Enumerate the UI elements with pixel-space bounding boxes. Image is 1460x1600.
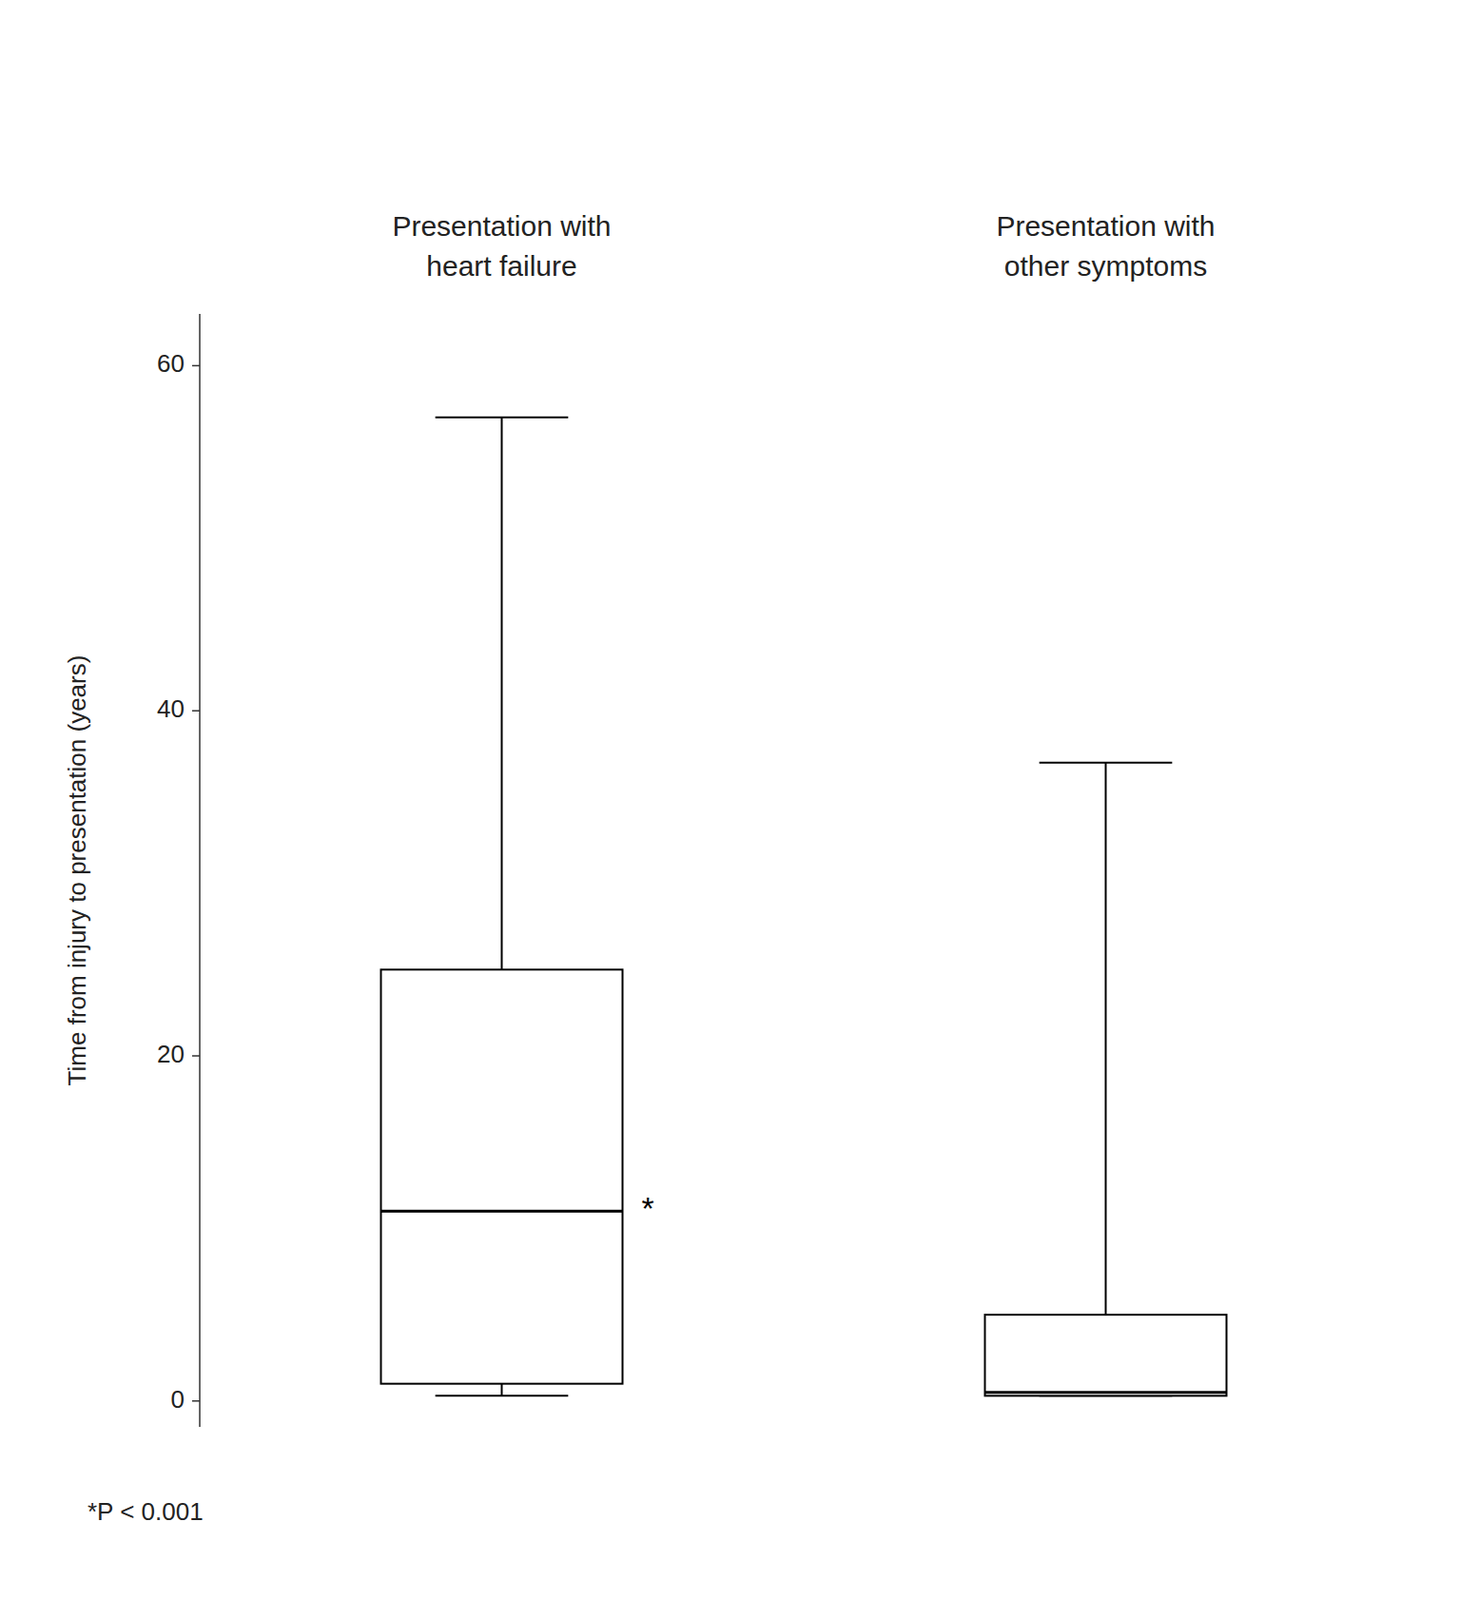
y-tick-label: 20: [156, 1039, 185, 1069]
median-line: [985, 1390, 1227, 1394]
y-tick: [192, 1054, 200, 1057]
y-tick: [192, 1400, 200, 1402]
lower-cap: [435, 1394, 569, 1397]
category-label-line: heart failure: [426, 250, 577, 282]
upper-whisker: [1105, 762, 1108, 1315]
box: [381, 969, 623, 1383]
y-tick-label: 60: [156, 349, 185, 378]
upper-whisker: [501, 417, 504, 970]
y-axis-label: Time from injury to presentation (years): [62, 655, 92, 1087]
category-label-line: Presentation with: [391, 210, 611, 242]
annotation: *: [642, 1189, 655, 1227]
upper-cap: [435, 416, 569, 419]
y-tick-label: 0: [171, 1384, 185, 1414]
category-label-line: other symptoms: [1004, 250, 1207, 282]
y-axis-line: [198, 313, 201, 1427]
lower-whisker: [501, 1383, 504, 1397]
y-tick: [192, 365, 200, 368]
y-tick: [192, 709, 200, 712]
chart: 0 20 40 60 Time from injury to presentation …: [0, 0, 1460, 1600]
y-tick-label: 40: [156, 694, 185, 723]
category-label: Presentation with heart failure: [391, 210, 611, 282]
box: [985, 1314, 1227, 1396]
median-line: [381, 1209, 623, 1213]
upper-cap: [1039, 761, 1173, 764]
category-label-line: Presentation with: [995, 210, 1215, 242]
boxes: [381, 417, 1227, 1397]
category-label: Presentation with other symptoms: [995, 210, 1215, 282]
footnote: *P < 0.001: [87, 1497, 204, 1526]
